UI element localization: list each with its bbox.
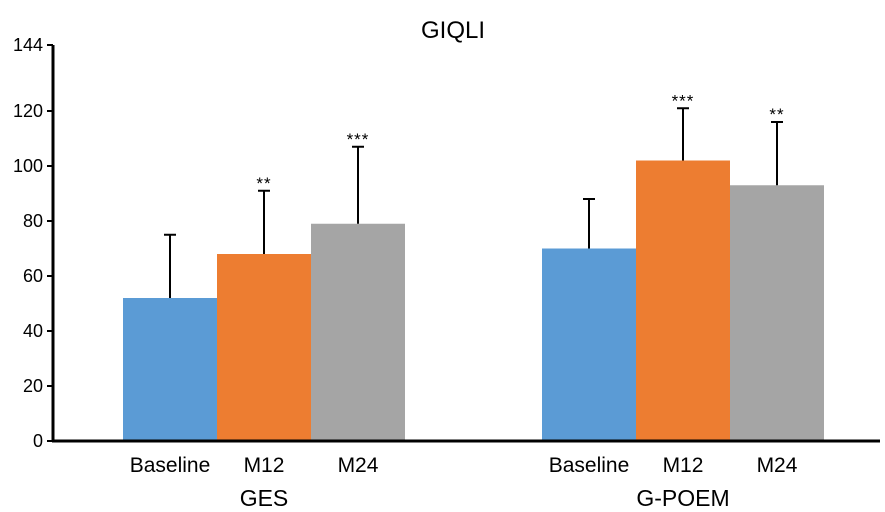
significance-label: ** bbox=[769, 105, 784, 124]
category-label: M24 bbox=[338, 454, 379, 477]
group-label: G-POEM bbox=[636, 485, 729, 511]
y-tick-label: 120 bbox=[13, 101, 43, 121]
category-label: Baseline bbox=[130, 454, 211, 477]
bar bbox=[217, 254, 311, 441]
chart-title: GIQLI bbox=[421, 17, 485, 44]
bar bbox=[730, 185, 824, 441]
significance-label: *** bbox=[672, 91, 695, 110]
y-tick-label: 60 bbox=[23, 266, 43, 286]
significance-label: *** bbox=[347, 130, 370, 149]
bar bbox=[636, 160, 730, 441]
bar bbox=[123, 298, 217, 441]
bar bbox=[311, 223, 405, 441]
y-tick-label: 144 bbox=[13, 35, 43, 55]
significance-label: ** bbox=[256, 174, 271, 193]
bars: ********** bbox=[123, 91, 824, 441]
category-label: Baseline bbox=[549, 454, 630, 477]
y-tick-label: 40 bbox=[23, 321, 43, 341]
category-label: M12 bbox=[663, 454, 704, 477]
category-label: M24 bbox=[757, 454, 798, 477]
y-tick-label: 20 bbox=[23, 376, 43, 396]
category-label: M12 bbox=[244, 454, 285, 477]
y-tick-label: 0 bbox=[33, 431, 43, 451]
y-tick-label: 100 bbox=[13, 156, 43, 176]
bar bbox=[542, 248, 636, 441]
group-label: GES bbox=[240, 485, 289, 511]
y-axis: 0 20 40 60 80 100 120 144 bbox=[13, 35, 55, 451]
y-tick-label: 80 bbox=[23, 211, 43, 231]
x-axis: Baseline M12 M24 GES Baseline M12 M24 G-POEM bbox=[52, 439, 880, 511]
